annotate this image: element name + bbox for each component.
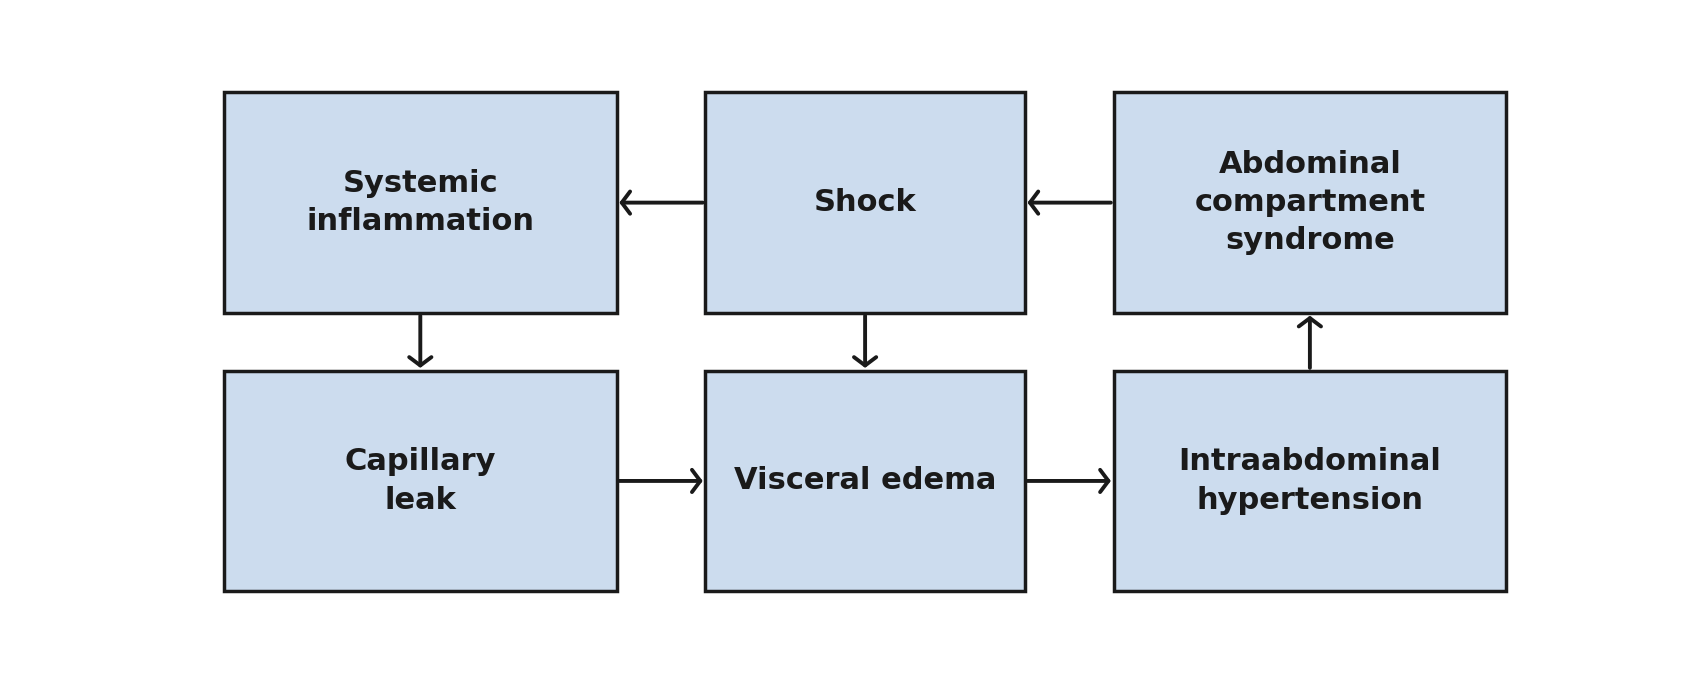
FancyBboxPatch shape: [1114, 371, 1506, 591]
Text: Shock: Shock: [814, 188, 917, 217]
FancyBboxPatch shape: [706, 92, 1025, 313]
FancyBboxPatch shape: [225, 371, 616, 591]
Text: Intraabdominal
hypertension: Intraabdominal hypertension: [1178, 447, 1442, 514]
Text: Capillary
leak: Capillary leak: [344, 447, 496, 514]
Text: Visceral edema: Visceral edema: [734, 466, 996, 495]
Text: Systemic
inflammation: Systemic inflammation: [306, 169, 535, 236]
FancyBboxPatch shape: [1114, 92, 1506, 313]
Text: Abdominal
compartment
syndrome: Abdominal compartment syndrome: [1195, 150, 1425, 255]
FancyBboxPatch shape: [225, 92, 616, 313]
FancyBboxPatch shape: [706, 371, 1025, 591]
